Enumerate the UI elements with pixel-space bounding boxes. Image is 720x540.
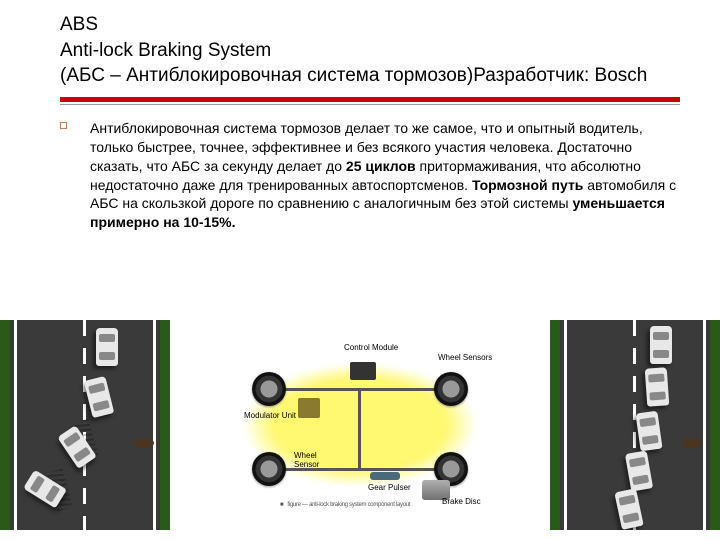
car-icon [84, 376, 115, 418]
lane-dash [83, 404, 86, 420]
car-icon [614, 488, 643, 530]
label-modulator: Modulator Unit [244, 412, 296, 421]
grass-right [710, 320, 720, 530]
lane-dash [83, 320, 86, 336]
modulator-unit [298, 398, 320, 418]
gear-pulser [370, 472, 400, 480]
animal-icon [682, 438, 702, 448]
bullet-icon [60, 119, 70, 232]
car-icon [96, 328, 118, 366]
grass-right [160, 320, 170, 530]
body-bold2: Тормозной путь [472, 177, 583, 193]
lane-edge [14, 320, 17, 530]
lane-dash [633, 320, 636, 336]
animal-icon [134, 438, 154, 448]
grass-left [0, 320, 10, 530]
car-icon [625, 450, 653, 491]
title-underline-thin [60, 104, 680, 105]
wheel-fr [434, 372, 468, 406]
title-line1: ABS [60, 12, 680, 38]
car-icon [650, 326, 672, 364]
car-icon [635, 411, 662, 452]
label-gear-pulser: Gear Pulser [368, 484, 411, 493]
title-underline [60, 97, 680, 102]
label-wheel-sensor: Wheel Sensor [294, 452, 334, 470]
body-row: Антиблокировочная система тормозов делае… [60, 119, 680, 232]
lane-dash [83, 488, 86, 504]
title-line2: Anti-lock Braking System [60, 38, 680, 64]
road-with-abs [550, 320, 720, 530]
diagram-caption: ■ figure — anti-lock braking system comp… [280, 502, 410, 508]
lane-edge [564, 320, 567, 530]
axle-center [358, 388, 361, 470]
lane-edge [703, 320, 706, 530]
lane-dash [633, 348, 636, 364]
control-module [350, 362, 376, 380]
lane-dash [633, 376, 636, 392]
title-line3: (АБС – Антиблокировочная система тормозо… [60, 63, 680, 89]
lane-dash [633, 432, 636, 448]
lane-edge [153, 320, 156, 530]
image-row: Control Module Modulator Unit Wheel Sens… [0, 320, 720, 530]
road-without-abs [0, 320, 170, 530]
grass-left [550, 320, 560, 530]
body-bold1: 25 циклов [346, 158, 416, 174]
label-wheel-sensors: Wheel Sensors [438, 354, 492, 363]
wheel-rl [252, 452, 286, 486]
label-brake-disc: Brake Disc [442, 498, 481, 507]
slide-title: ABS Anti-lock Braking System (АБС – Анти… [60, 12, 680, 89]
chassis: Control Module Modulator Unit Wheel Sens… [220, 340, 500, 510]
label-control-module: Control Module [344, 344, 398, 353]
body-text: Антиблокировочная система тормозов делае… [90, 119, 680, 232]
wheel-fl [252, 372, 286, 406]
abs-diagram: Control Module Modulator Unit Wheel Sens… [170, 320, 550, 530]
lane-dash [83, 516, 86, 530]
lane-dash [83, 348, 86, 364]
car-icon [645, 367, 670, 406]
